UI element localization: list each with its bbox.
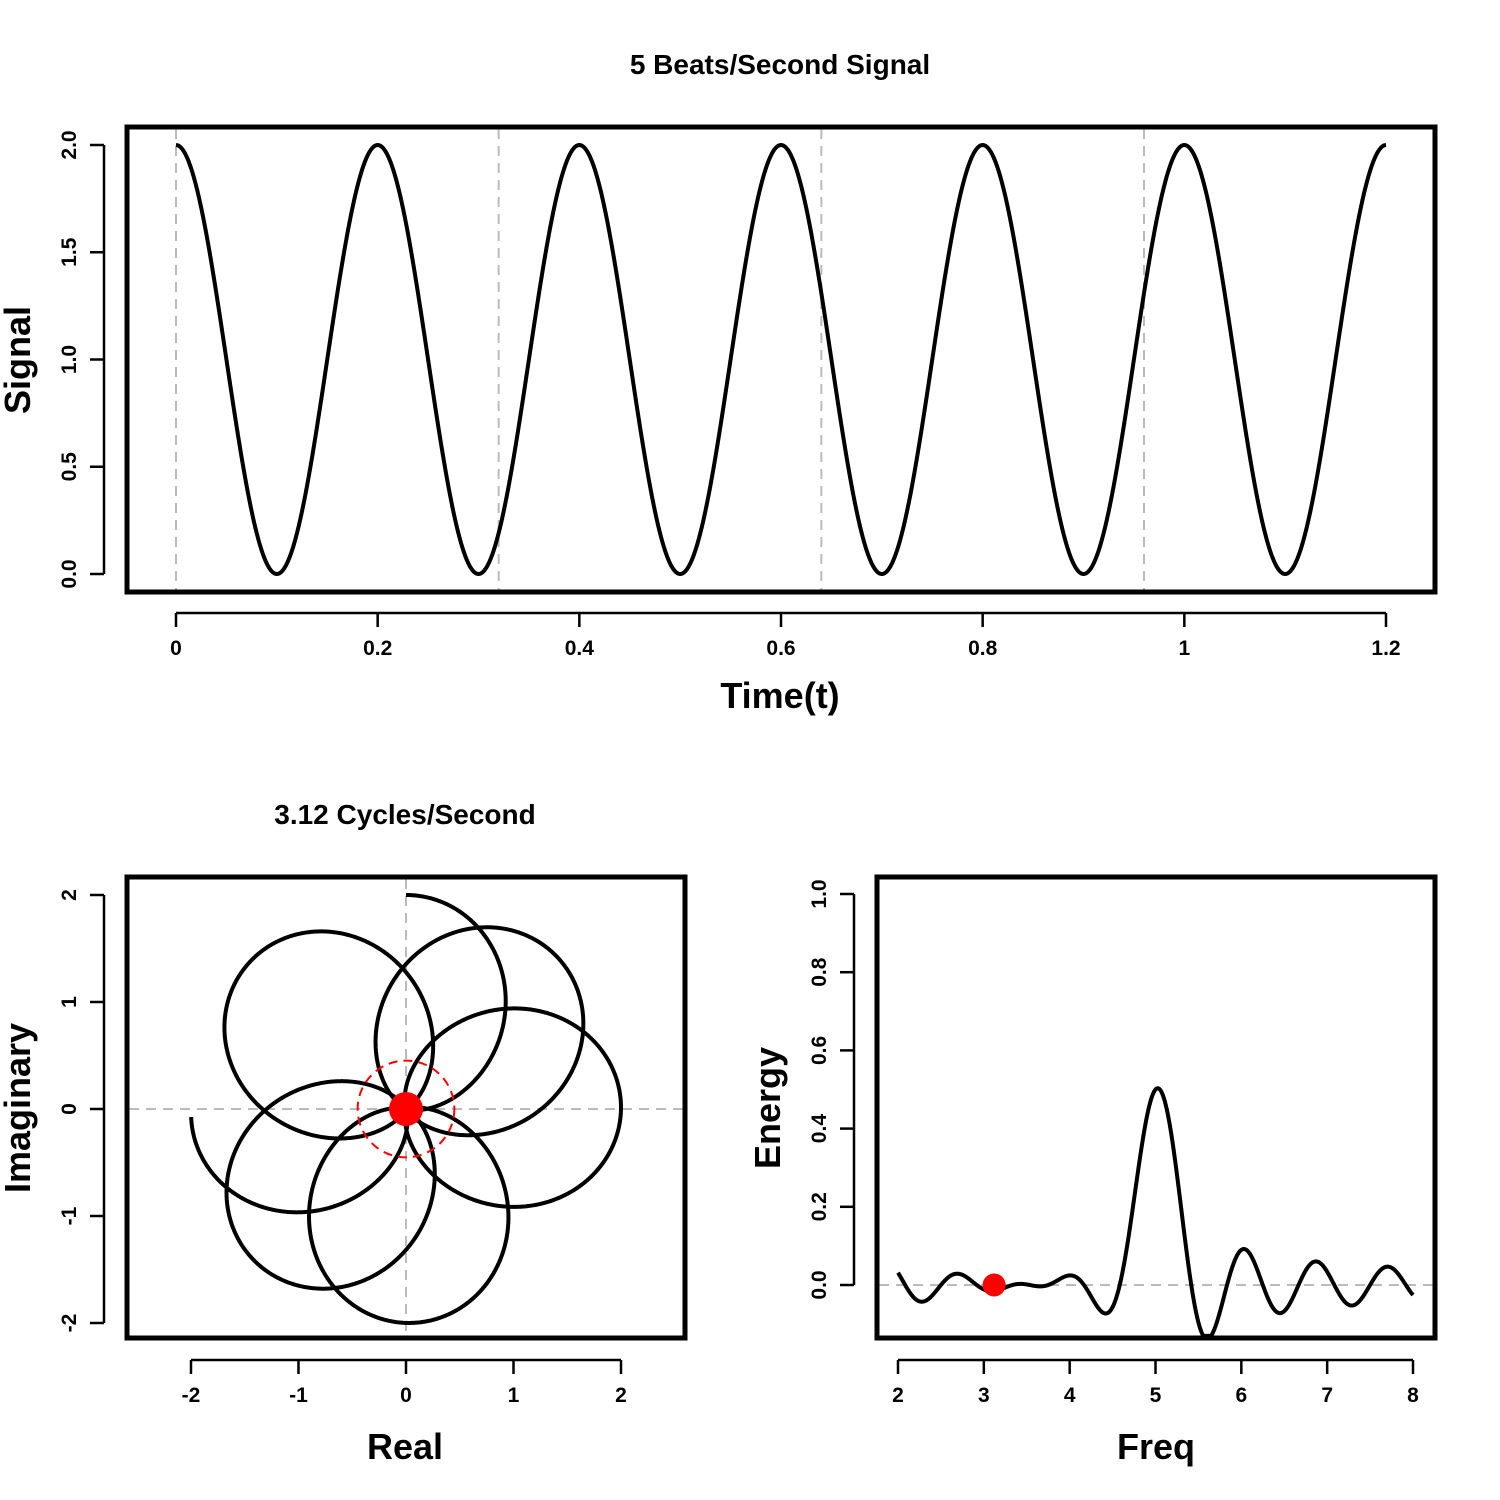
signal-vlines xyxy=(175,129,1145,590)
winding-xlabel: Real xyxy=(367,1426,443,1467)
energy-y-tick-label: 0.2 xyxy=(808,1192,831,1221)
signal-x-tick-label: 1 xyxy=(1178,637,1190,660)
signal-x-tick-label: 1.2 xyxy=(1371,637,1400,660)
signal-y-tick-label: 0.5 xyxy=(58,452,81,482)
signal-y-axis: 0.0 0.5 1.0 1.5 2.0 xyxy=(58,130,106,589)
winding-y-tick-label: -2 xyxy=(58,1314,81,1333)
center-of-mass-circle xyxy=(356,1059,456,1159)
center-of-mass-marker xyxy=(389,1092,423,1126)
energy-y-axis: 0.0 0.2 0.4 0.6 0.8 1.0 xyxy=(808,879,856,1300)
winding-ylabel: Imaginary xyxy=(0,1023,38,1193)
signal-title: 5 Beats/Second Signal xyxy=(630,49,930,80)
energy-x-tick-label: 8 xyxy=(1407,1384,1419,1407)
winding-curve xyxy=(189,893,623,1325)
signal-plot-frame xyxy=(124,124,1438,595)
winding-x-tick-label: 1 xyxy=(508,1384,520,1407)
winding-title: 3.12 Cycles/Second xyxy=(274,799,535,830)
signal-y-tick-label: 1.0 xyxy=(58,345,81,374)
energy-ylabel: Energy xyxy=(747,1047,788,1169)
energy-y-tick-label: 1.0 xyxy=(808,879,831,908)
signal-x-tick-label: 0.2 xyxy=(363,637,392,660)
energy-x-tick-label: 7 xyxy=(1321,1384,1333,1407)
signal-y-tick-label: 2.0 xyxy=(58,130,81,159)
energy-x-tick-label: 2 xyxy=(892,1384,904,1407)
winding-y-tick-label: -1 xyxy=(58,1206,81,1225)
energy-x-tick-label: 4 xyxy=(1064,1384,1076,1407)
signal-x-tick-label: 0.4 xyxy=(565,637,595,660)
energy-x-tick-label: 6 xyxy=(1235,1384,1247,1407)
energy-x-axis: 2 3 4 5 6 7 8 xyxy=(892,1358,1419,1407)
winding-y-tick-label: 2 xyxy=(58,889,81,901)
signal-x-tick-label: 0.8 xyxy=(968,637,998,660)
energy-curve xyxy=(896,1086,1415,1338)
winding-x-axis: -2 -1 0 1 2 xyxy=(182,1358,627,1407)
winding-x-tick-label: 2 xyxy=(615,1384,627,1407)
energy-y-tick-label: 0.4 xyxy=(808,1114,831,1144)
winding-y-axis: -2 -1 0 1 2 xyxy=(58,889,106,1333)
winding-x-tick-label: -2 xyxy=(182,1384,201,1407)
signal-x-axis: 0 0.2 0.4 0.6 0.8 1 1.2 xyxy=(170,611,1401,660)
signal-panel: 5 Beats/Second Signal 0 0.2 0.4 0.6 0.8 1 1.2 … xyxy=(0,49,1438,716)
signal-xlabel: Time(t) xyxy=(720,675,839,716)
signal-y-tick-label: 0.0 xyxy=(58,559,81,588)
winding-x-tick-label: -1 xyxy=(289,1384,308,1407)
signal-y-tick-label: 1.5 xyxy=(58,237,81,267)
signal-x-tick-label: 0.6 xyxy=(766,637,795,660)
energy-x-tick-label: 5 xyxy=(1150,1384,1162,1407)
energy-y-tick-label: 0.6 xyxy=(808,1036,831,1065)
energy-plot-frame xyxy=(874,874,1438,1341)
energy-panel: 2 3 4 5 6 7 8 0.0 0.2 0.4 0.6 0.8 1.0 Freq Energy xyxy=(747,874,1438,1467)
signal-ylabel: Signal xyxy=(0,306,38,414)
energy-x-tick-label: 3 xyxy=(978,1384,990,1407)
winding-y-tick-label: 0 xyxy=(58,1103,81,1115)
energy-y-tick-label: 0.0 xyxy=(808,1270,831,1299)
signal-curve xyxy=(175,143,1387,576)
energy-xlabel: Freq xyxy=(1117,1426,1195,1467)
signal-x-tick-label: 0 xyxy=(170,637,182,660)
winding-y-tick-label: 1 xyxy=(58,996,81,1008)
energy-y-tick-label: 0.8 xyxy=(808,957,831,987)
winding-x-tick-label: 0 xyxy=(400,1384,412,1407)
winding-plot-frame xyxy=(124,874,688,1341)
energy-current-marker xyxy=(982,1273,1006,1297)
